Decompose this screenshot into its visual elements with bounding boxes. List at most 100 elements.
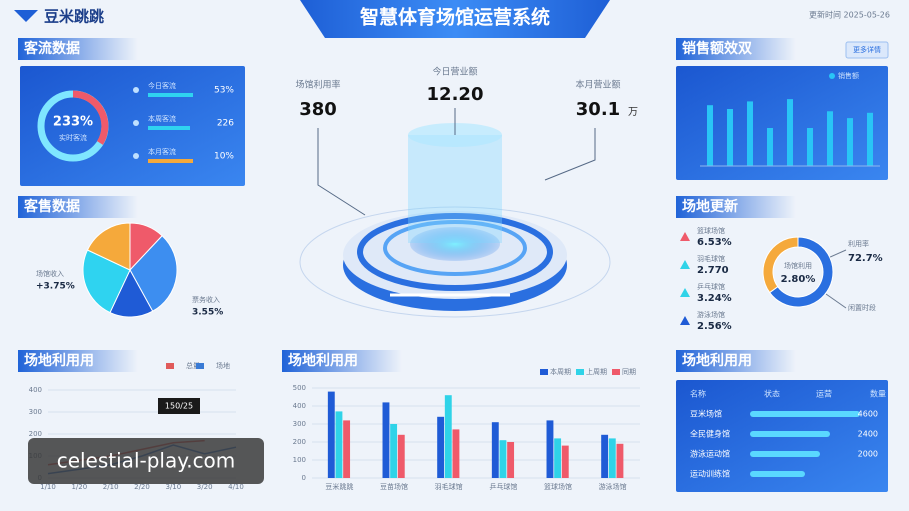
bar <box>867 112 873 166</box>
panel-title-bg <box>18 38 138 60</box>
flow-ring-accent <box>72 90 109 145</box>
leader <box>825 293 847 309</box>
legend-label: 销售额 <box>838 71 859 80</box>
progress-bar <box>750 411 860 417</box>
table-cell: 2400 <box>858 430 878 439</box>
title: 智慧体育场馆运营系统 <box>360 6 550 29</box>
y-tick-label: 100 <box>293 456 306 464</box>
legend-label: 场地 <box>216 361 230 370</box>
datetime: 更新时间 2025-05-26 <box>809 10 890 20</box>
progress-bar <box>750 431 830 437</box>
table-cell: 豆米场馆 <box>690 409 722 419</box>
venue-item-value: 2.770 <box>697 265 729 276</box>
annotation-value: 3.55% <box>192 308 223 318</box>
flow-dot <box>133 153 139 159</box>
y-tick-label: 400 <box>29 386 42 394</box>
watermark: celestial-play.com <box>57 449 236 473</box>
more-button[interactable] <box>845 41 889 59</box>
x-tick-label: 4/10 <box>228 483 244 491</box>
table-cell: 4600 <box>858 410 878 419</box>
panel-title: 客售数据 <box>23 198 80 215</box>
panel-title: 场地利用用 <box>682 352 752 369</box>
watermark-box <box>28 438 264 484</box>
slice <box>129 235 178 312</box>
legend-swatch <box>166 363 174 369</box>
x-tick-label: 1/20 <box>71 483 87 491</box>
flow-item-bar <box>148 93 193 97</box>
stat-label: 场馆利用率 <box>295 79 340 91</box>
venue-item-label: 羽毛球馆 <box>697 254 725 263</box>
panel-title-bg <box>676 350 796 372</box>
bar <box>491 422 499 478</box>
venue-side-value: 72.7% <box>848 253 883 264</box>
x-tick-label: 1/10 <box>40 483 56 491</box>
flow-dot <box>133 87 139 93</box>
bar <box>382 402 390 478</box>
slice <box>82 249 131 314</box>
bar <box>444 395 452 478</box>
legend-label: 上周期 <box>586 367 607 376</box>
tooltip-bg <box>158 398 200 414</box>
x-tick-label: 3/20 <box>197 483 213 491</box>
leader <box>827 249 847 259</box>
bar <box>499 440 507 478</box>
panel-title-bg <box>676 196 796 218</box>
x-tick-label: 乒乓球馆 <box>489 482 517 491</box>
annotation-label: 票务收入 <box>192 295 220 304</box>
donut-value: 2.80% <box>781 274 816 285</box>
legend-swatch <box>576 369 584 375</box>
progress-bar <box>750 451 820 457</box>
bar <box>397 434 405 478</box>
header-bar <box>300 0 610 38</box>
x-tick-label: 篮球场馆 <box>544 482 572 491</box>
flow-item-bar <box>148 159 193 163</box>
y-tick-label: 300 <box>29 408 42 416</box>
tooltip: 150/25 <box>165 402 193 411</box>
bar <box>561 445 569 478</box>
donut-label: 场馆利用 <box>784 261 812 270</box>
bar <box>767 128 773 166</box>
annotation-value: +3.75% <box>36 282 75 292</box>
flow-item-value: 10% <box>214 152 234 162</box>
y-tick-label: 400 <box>293 402 306 410</box>
stat-value: 30.1 <box>576 99 620 120</box>
flow-item-value: 226 <box>217 119 234 129</box>
stat-label: 今日营业额 <box>432 66 477 78</box>
flow-item-label: 本周客流 <box>148 114 176 123</box>
panel-title: 客流数据 <box>23 40 80 57</box>
bar <box>616 443 624 478</box>
logo-icon <box>14 10 38 22</box>
venue-side-label: 闲置时段 <box>848 303 876 312</box>
flow-item-value: 53% <box>214 86 234 96</box>
bar <box>847 118 853 166</box>
progress-bar <box>750 471 805 477</box>
venue-icon <box>680 232 690 241</box>
table-cell: 运动训练馆 <box>690 469 730 479</box>
x-tick-label: 2/20 <box>134 483 150 491</box>
table-cell: 全民健身馆 <box>690 429 730 439</box>
legend-swatch <box>196 363 204 369</box>
bar <box>608 438 616 478</box>
panel-title: 场地利用用 <box>24 352 94 369</box>
table-header: 名称 <box>690 389 706 399</box>
flow-item-label: 本月客流 <box>148 147 176 156</box>
stat-value: 12.20 <box>427 84 484 105</box>
venue-item-value: 2.56% <box>697 321 732 332</box>
venue-item-value: 6.53% <box>697 237 732 248</box>
table-cell: 2000 <box>858 450 878 459</box>
legend-swatch <box>612 369 620 375</box>
x-tick-label: 羽毛球馆 <box>435 482 463 491</box>
x-tick-label: 2/10 <box>103 483 119 491</box>
y-tick-label: 500 <box>293 384 306 392</box>
x-tick-label: 豆苗场馆 <box>380 482 408 491</box>
flow-dot <box>133 120 139 126</box>
bar <box>807 128 813 166</box>
flow-caption: 实时客流 <box>59 133 87 142</box>
more-button-label: 更多详情 <box>853 45 881 54</box>
y-tick-label: 0 <box>302 474 306 482</box>
legend-label: 本周期 <box>550 367 571 376</box>
panel-title: 销售额效双 <box>682 40 752 57</box>
venue-icon <box>680 260 690 269</box>
panel-title-bg <box>18 196 138 218</box>
